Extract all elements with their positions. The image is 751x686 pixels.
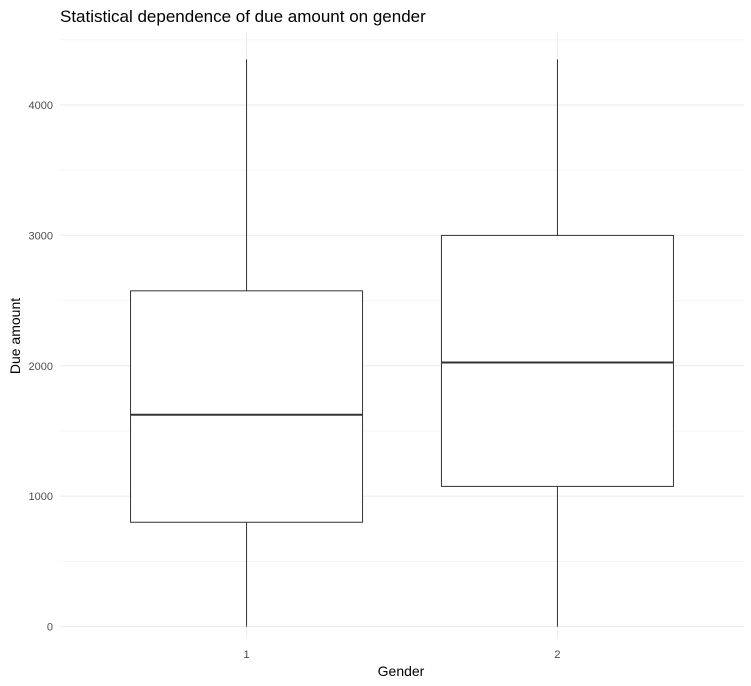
x-tick-label: 1 [243,649,249,661]
x-axis-title: Gender [378,663,425,679]
y-axis-ticks: 0 1000 2000 3000 4000 [29,100,53,634]
box-iqr [440,234,674,487]
box-group [440,59,674,627]
y-tick-label: 1000 [29,491,53,503]
box-group [130,59,364,627]
y-axis-title: Due amount [7,298,23,374]
y-tick-label: 4000 [29,100,53,112]
y-tick-label: 0 [47,622,53,634]
y-tick-label: 2000 [29,361,53,373]
chart-title: Statistical dependence of due amount on … [60,7,426,26]
box-iqr [130,290,364,523]
boxes [130,59,674,627]
y-tick-label: 3000 [29,230,53,242]
x-tick-label: 2 [554,649,560,661]
